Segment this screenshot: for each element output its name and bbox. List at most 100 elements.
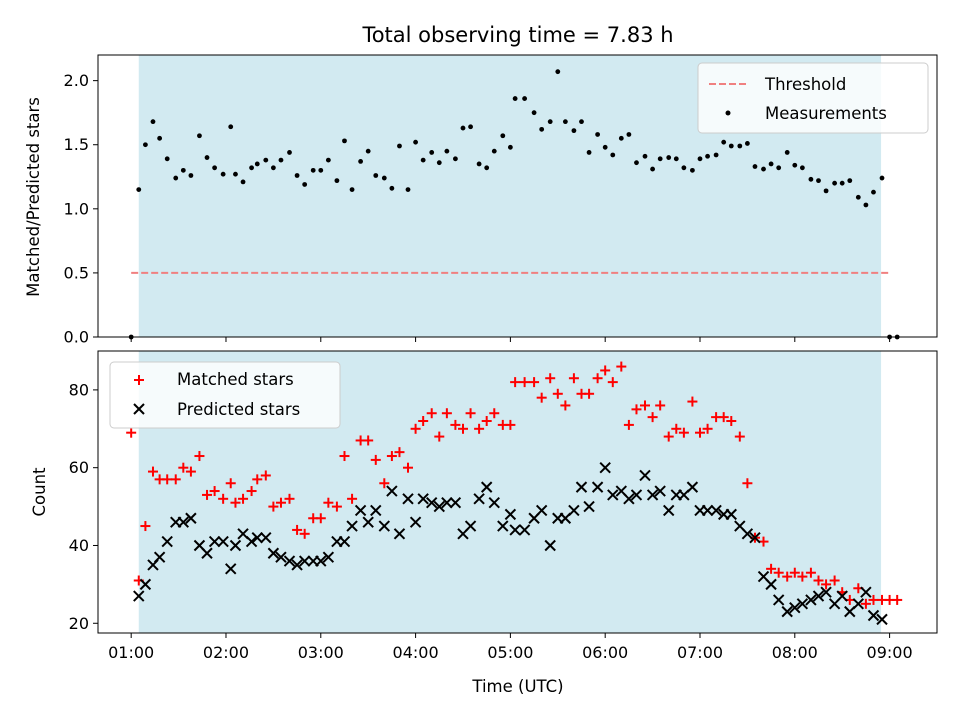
- matched-star-marker: [766, 563, 777, 574]
- matched-star-marker: [178, 462, 189, 473]
- matched-star-marker: [545, 373, 556, 384]
- ratio-y-axis-label: Matched/Predicted stars: [24, 97, 43, 297]
- measurements-point: [562, 119, 568, 125]
- matched-star-marker: [162, 474, 173, 485]
- measurements-point: [302, 182, 308, 187]
- measurements-point: [610, 152, 616, 158]
- measurements-point: [595, 132, 601, 137]
- matched-star-marker: [702, 423, 713, 434]
- predicted-star-marker: [370, 504, 382, 517]
- predicted-star-marker: [796, 598, 809, 610]
- matched-star-marker: [592, 373, 603, 384]
- measurements-point: [539, 126, 545, 132]
- predicted-star-marker: [267, 547, 280, 559]
- predicted-star-marker: [781, 605, 793, 618]
- matched-star-marker: [821, 579, 832, 590]
- count-axes-frame: [97, 350, 938, 634]
- ratio-y-tick-label: 1.5: [64, 135, 89, 154]
- matched-star-marker: [694, 427, 705, 438]
- matched-star-marker: [647, 412, 658, 423]
- matched-star-marker: [726, 416, 737, 427]
- predicted-star-marker: [630, 489, 643, 501]
- count-y-tick-label: 40: [69, 536, 89, 555]
- measurements-point: [484, 165, 490, 171]
- measurements-point: [413, 139, 418, 145]
- measurements-point: [752, 164, 758, 169]
- count-x-tick-label: 06:00: [582, 643, 628, 662]
- count-x-tick-label: 01:00: [108, 643, 154, 662]
- measurements-point: [349, 187, 355, 192]
- measurements-point: [212, 165, 218, 171]
- measurements-point: [180, 167, 186, 173]
- predicted-star-marker: [805, 594, 817, 606]
- measurements-point: [626, 132, 632, 137]
- measurements-point: [792, 162, 798, 168]
- measurements-point: [761, 166, 766, 172]
- predicted-star-marker: [153, 551, 166, 563]
- ratio-axes-frame: [97, 54, 938, 338]
- predicted-star-marker: [535, 504, 548, 517]
- threshold-legend-label: Threshold: [764, 75, 846, 94]
- count-x-tick-label: 04:00: [393, 643, 439, 662]
- matched-star-marker: [252, 474, 263, 485]
- measurements-point: [476, 161, 482, 167]
- measurements-point: [468, 124, 473, 130]
- predicted-star-marker: [820, 586, 832, 598]
- ratio-y-tick-label: 2.0: [64, 71, 89, 90]
- matched-legend-swatch: [134, 375, 144, 385]
- predicted-star-marker: [852, 598, 865, 610]
- matched-star-marker: [663, 431, 674, 442]
- matched-star-marker: [299, 528, 310, 539]
- measurements-point: [823, 188, 829, 194]
- matched-star-marker: [209, 486, 220, 497]
- matched-star-marker: [386, 451, 397, 462]
- matched-star-marker: [126, 427, 137, 438]
- measurements-point: [136, 187, 142, 192]
- measurements-point: [816, 178, 821, 184]
- matched-star-marker: [805, 567, 816, 578]
- matched-star-marker: [315, 513, 326, 524]
- predicted-star-marker: [473, 493, 485, 505]
- predicted-star-marker: [509, 524, 521, 536]
- measurements-point: [784, 150, 790, 155]
- measurements-point: [325, 157, 331, 163]
- matched-star-marker: [718, 412, 729, 423]
- matched-star-marker: [829, 575, 840, 586]
- measurements-point: [197, 133, 202, 139]
- predicted-star-marker: [583, 500, 595, 513]
- measurements-point: [278, 157, 284, 163]
- measurements-legend-label: Measurements: [765, 104, 887, 123]
- predicted-star-marker: [607, 489, 619, 501]
- count-x-tick-label: 05:00: [487, 643, 533, 662]
- count-y-tick-label: 80: [69, 380, 89, 399]
- count-x-tick-label: 02:00: [203, 643, 249, 662]
- predicted-star-marker: [749, 531, 761, 544]
- predicted-star-marker: [623, 493, 635, 505]
- count-x-tick-label: 09:00: [867, 643, 913, 662]
- measurements-point: [429, 150, 435, 155]
- matched-star-marker: [505, 419, 516, 430]
- count-y-axis-label: Count: [30, 467, 49, 517]
- predicted-star-marker: [789, 602, 801, 614]
- measurements-point: [500, 133, 506, 139]
- matched-star-marker: [671, 423, 682, 434]
- measurements-point: [642, 153, 648, 159]
- predicted-star-marker: [245, 535, 258, 548]
- ratio-y-tick-label: 0.5: [64, 263, 89, 282]
- measurements-point: [512, 96, 518, 101]
- matched-star-marker: [323, 497, 334, 508]
- measurements-point: [855, 194, 861, 200]
- measurements-point: [586, 150, 592, 155]
- matched-star-marker: [170, 474, 181, 485]
- measurements-point: [673, 156, 679, 162]
- predicted-star-marker: [251, 531, 263, 544]
- predicted-star-marker: [201, 547, 213, 559]
- matched-star-marker: [489, 408, 500, 419]
- predicted-star-marker: [639, 469, 651, 482]
- measurements-point: [460, 125, 466, 131]
- predicted-star-marker: [568, 504, 580, 517]
- matched-star-marker: [347, 493, 358, 504]
- matched-star-marker: [418, 416, 429, 427]
- predicted-star-marker: [133, 590, 145, 602]
